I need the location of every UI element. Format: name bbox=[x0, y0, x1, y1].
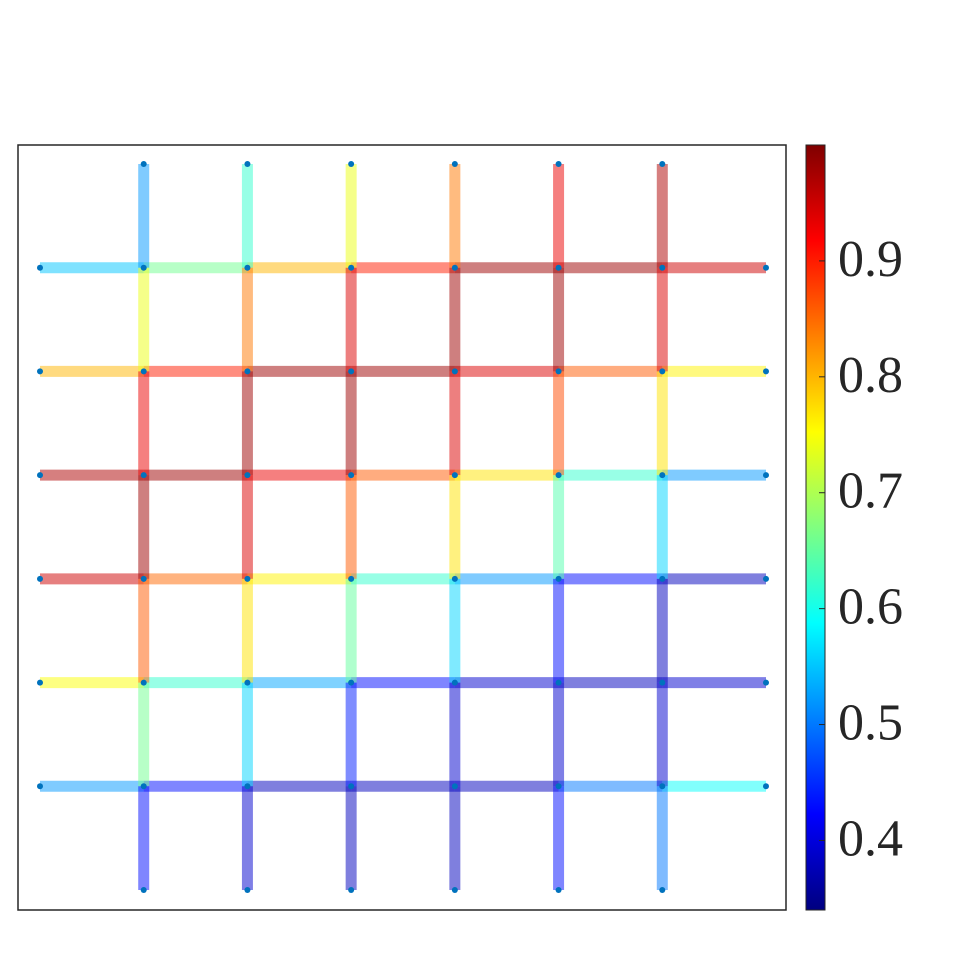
node bbox=[140, 472, 147, 479]
node bbox=[348, 887, 355, 893]
colorbar-tick-label: 0.9 bbox=[838, 231, 903, 288]
node bbox=[555, 887, 562, 893]
node bbox=[348, 783, 355, 790]
node bbox=[555, 368, 562, 375]
node bbox=[451, 575, 458, 582]
node bbox=[451, 679, 458, 686]
node bbox=[348, 264, 355, 271]
node bbox=[244, 783, 251, 790]
node bbox=[555, 575, 562, 582]
node bbox=[451, 161, 458, 167]
node bbox=[555, 679, 562, 686]
node bbox=[555, 161, 562, 167]
colorbar-tick-label: 0.4 bbox=[838, 810, 903, 867]
node bbox=[140, 575, 147, 582]
node bbox=[244, 264, 251, 271]
node bbox=[348, 368, 355, 375]
node bbox=[140, 887, 147, 893]
node bbox=[37, 472, 43, 479]
node bbox=[763, 679, 769, 686]
colorbar-tick-label: 0.6 bbox=[838, 579, 903, 636]
node bbox=[451, 783, 458, 790]
node bbox=[244, 472, 251, 479]
node bbox=[659, 783, 666, 790]
node bbox=[659, 161, 666, 167]
node bbox=[140, 368, 147, 375]
node bbox=[140, 783, 147, 790]
node bbox=[659, 368, 666, 375]
node bbox=[37, 368, 43, 375]
node bbox=[659, 679, 666, 686]
node bbox=[140, 679, 147, 686]
node bbox=[37, 264, 43, 271]
node bbox=[348, 679, 355, 686]
node bbox=[348, 575, 355, 582]
node bbox=[140, 264, 147, 271]
node bbox=[763, 368, 769, 375]
node bbox=[763, 264, 769, 271]
node bbox=[659, 472, 666, 479]
node bbox=[555, 472, 562, 479]
node bbox=[451, 264, 458, 271]
node bbox=[763, 783, 769, 790]
node bbox=[659, 887, 666, 893]
node bbox=[37, 575, 43, 582]
node bbox=[244, 887, 251, 893]
node bbox=[244, 161, 251, 167]
node bbox=[348, 472, 355, 479]
node bbox=[37, 679, 43, 686]
node bbox=[244, 679, 251, 686]
node bbox=[451, 472, 458, 479]
node bbox=[659, 575, 666, 582]
colorbar-tick-label: 0.5 bbox=[838, 694, 903, 751]
axes-box bbox=[17, 144, 787, 911]
node bbox=[659, 264, 666, 271]
node bbox=[37, 783, 43, 790]
node bbox=[244, 575, 251, 582]
node bbox=[763, 575, 769, 582]
node bbox=[348, 161, 355, 167]
node bbox=[451, 368, 458, 375]
node bbox=[244, 368, 251, 375]
node bbox=[763, 472, 769, 479]
colorbar bbox=[805, 144, 826, 911]
node bbox=[140, 161, 147, 167]
colorbar-tick-label: 0.8 bbox=[838, 347, 903, 404]
node bbox=[555, 783, 562, 790]
node bbox=[451, 887, 458, 893]
node bbox=[555, 264, 562, 271]
colorbar-tick-label: 0.7 bbox=[838, 463, 903, 520]
